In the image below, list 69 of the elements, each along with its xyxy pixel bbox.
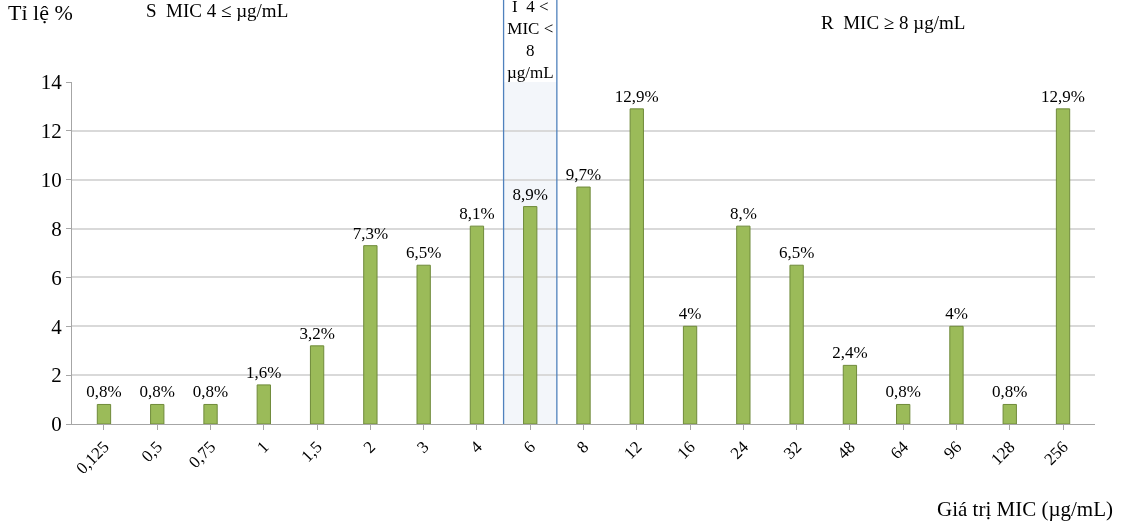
data-label: 1,6% xyxy=(246,362,282,382)
bar xyxy=(469,225,485,424)
x-tick-label: 64 xyxy=(886,436,913,463)
x-tick-label: 48 xyxy=(833,437,859,463)
y-tick-label: 2 xyxy=(51,363,62,388)
bar xyxy=(363,245,378,424)
bar xyxy=(842,364,858,424)
bar xyxy=(96,403,112,424)
bar xyxy=(523,206,538,424)
bar xyxy=(1002,403,1017,424)
y-tick-label: 8 xyxy=(51,216,62,241)
data-label: 0,8% xyxy=(192,382,229,402)
bar xyxy=(309,345,325,424)
x-tick-label: 0,5 xyxy=(137,437,167,466)
bar xyxy=(949,325,964,424)
x-tick-label: 3 xyxy=(413,437,433,457)
y-tick-label: 10 xyxy=(40,168,62,193)
bar xyxy=(150,403,165,424)
data-label: 0,8% xyxy=(86,382,122,402)
data-label: 12,9% xyxy=(1041,86,1085,106)
data-label: 3,2% xyxy=(299,323,335,343)
data-label: 12,9% xyxy=(614,86,659,106)
y-tick-label: 12 xyxy=(40,119,62,144)
bar xyxy=(736,225,751,424)
x-tick-label: 8 xyxy=(572,437,593,457)
y-tick-label: 6 xyxy=(51,265,62,290)
bar xyxy=(203,403,218,424)
data-label: 4% xyxy=(678,304,702,324)
bar xyxy=(1055,108,1071,424)
y-axis-title: Tỉ lệ % xyxy=(8,0,73,25)
x-tick-label: 24 xyxy=(726,436,753,463)
x-tick-label: 4 xyxy=(466,436,487,457)
x-tick-label: 1,5 xyxy=(297,437,326,466)
data-label: 4% xyxy=(945,304,968,324)
data-label: 0,8% xyxy=(139,382,175,402)
x-tick-label: 2 xyxy=(359,437,380,457)
bar xyxy=(416,264,431,424)
y-tick-label: 0 xyxy=(51,412,62,437)
bar xyxy=(682,325,698,424)
y-tick-label: 14 xyxy=(40,70,63,95)
bar xyxy=(629,108,644,424)
data-label: 8,1% xyxy=(459,204,495,224)
x-tick-label: 128 xyxy=(987,437,1019,469)
data-label: 8,% xyxy=(729,204,757,224)
x-tick-label: 0,75 xyxy=(184,437,220,472)
text: R MIC ≥ 8 µg/mL xyxy=(821,12,966,33)
bar xyxy=(256,384,271,424)
x-tick-label: 32 xyxy=(780,437,806,463)
y-tick-label: 4 xyxy=(51,314,63,339)
x-tick-label: 256 xyxy=(1040,437,1072,469)
x-tick-label: 16 xyxy=(673,437,699,463)
band-label: I 4 < MIC < 8 µg/mL xyxy=(507,0,554,83)
bar xyxy=(576,186,591,424)
x-tick-label: 96 xyxy=(939,437,966,463)
data-label: 0,8% xyxy=(992,382,1028,402)
x-axis-title: Giá trị MIC (µg/mL) xyxy=(937,497,1113,521)
x-tick-label: 6 xyxy=(519,437,540,457)
data-label: 0,8% xyxy=(885,382,921,402)
data-label: 8,9% xyxy=(512,184,548,204)
text: S MIC 4 ≤ µg/mL xyxy=(146,0,289,21)
bar xyxy=(789,264,804,424)
x-tick-label: 1 xyxy=(253,437,273,457)
data-label: 2,4% xyxy=(832,343,868,363)
data-label: 7,3% xyxy=(352,223,389,243)
data-label: 6,5% xyxy=(778,243,815,263)
data-label: 6,5% xyxy=(405,243,442,263)
data-label: 9,7% xyxy=(565,165,602,185)
bar xyxy=(896,403,911,424)
x-tick-label: 12 xyxy=(620,437,646,463)
